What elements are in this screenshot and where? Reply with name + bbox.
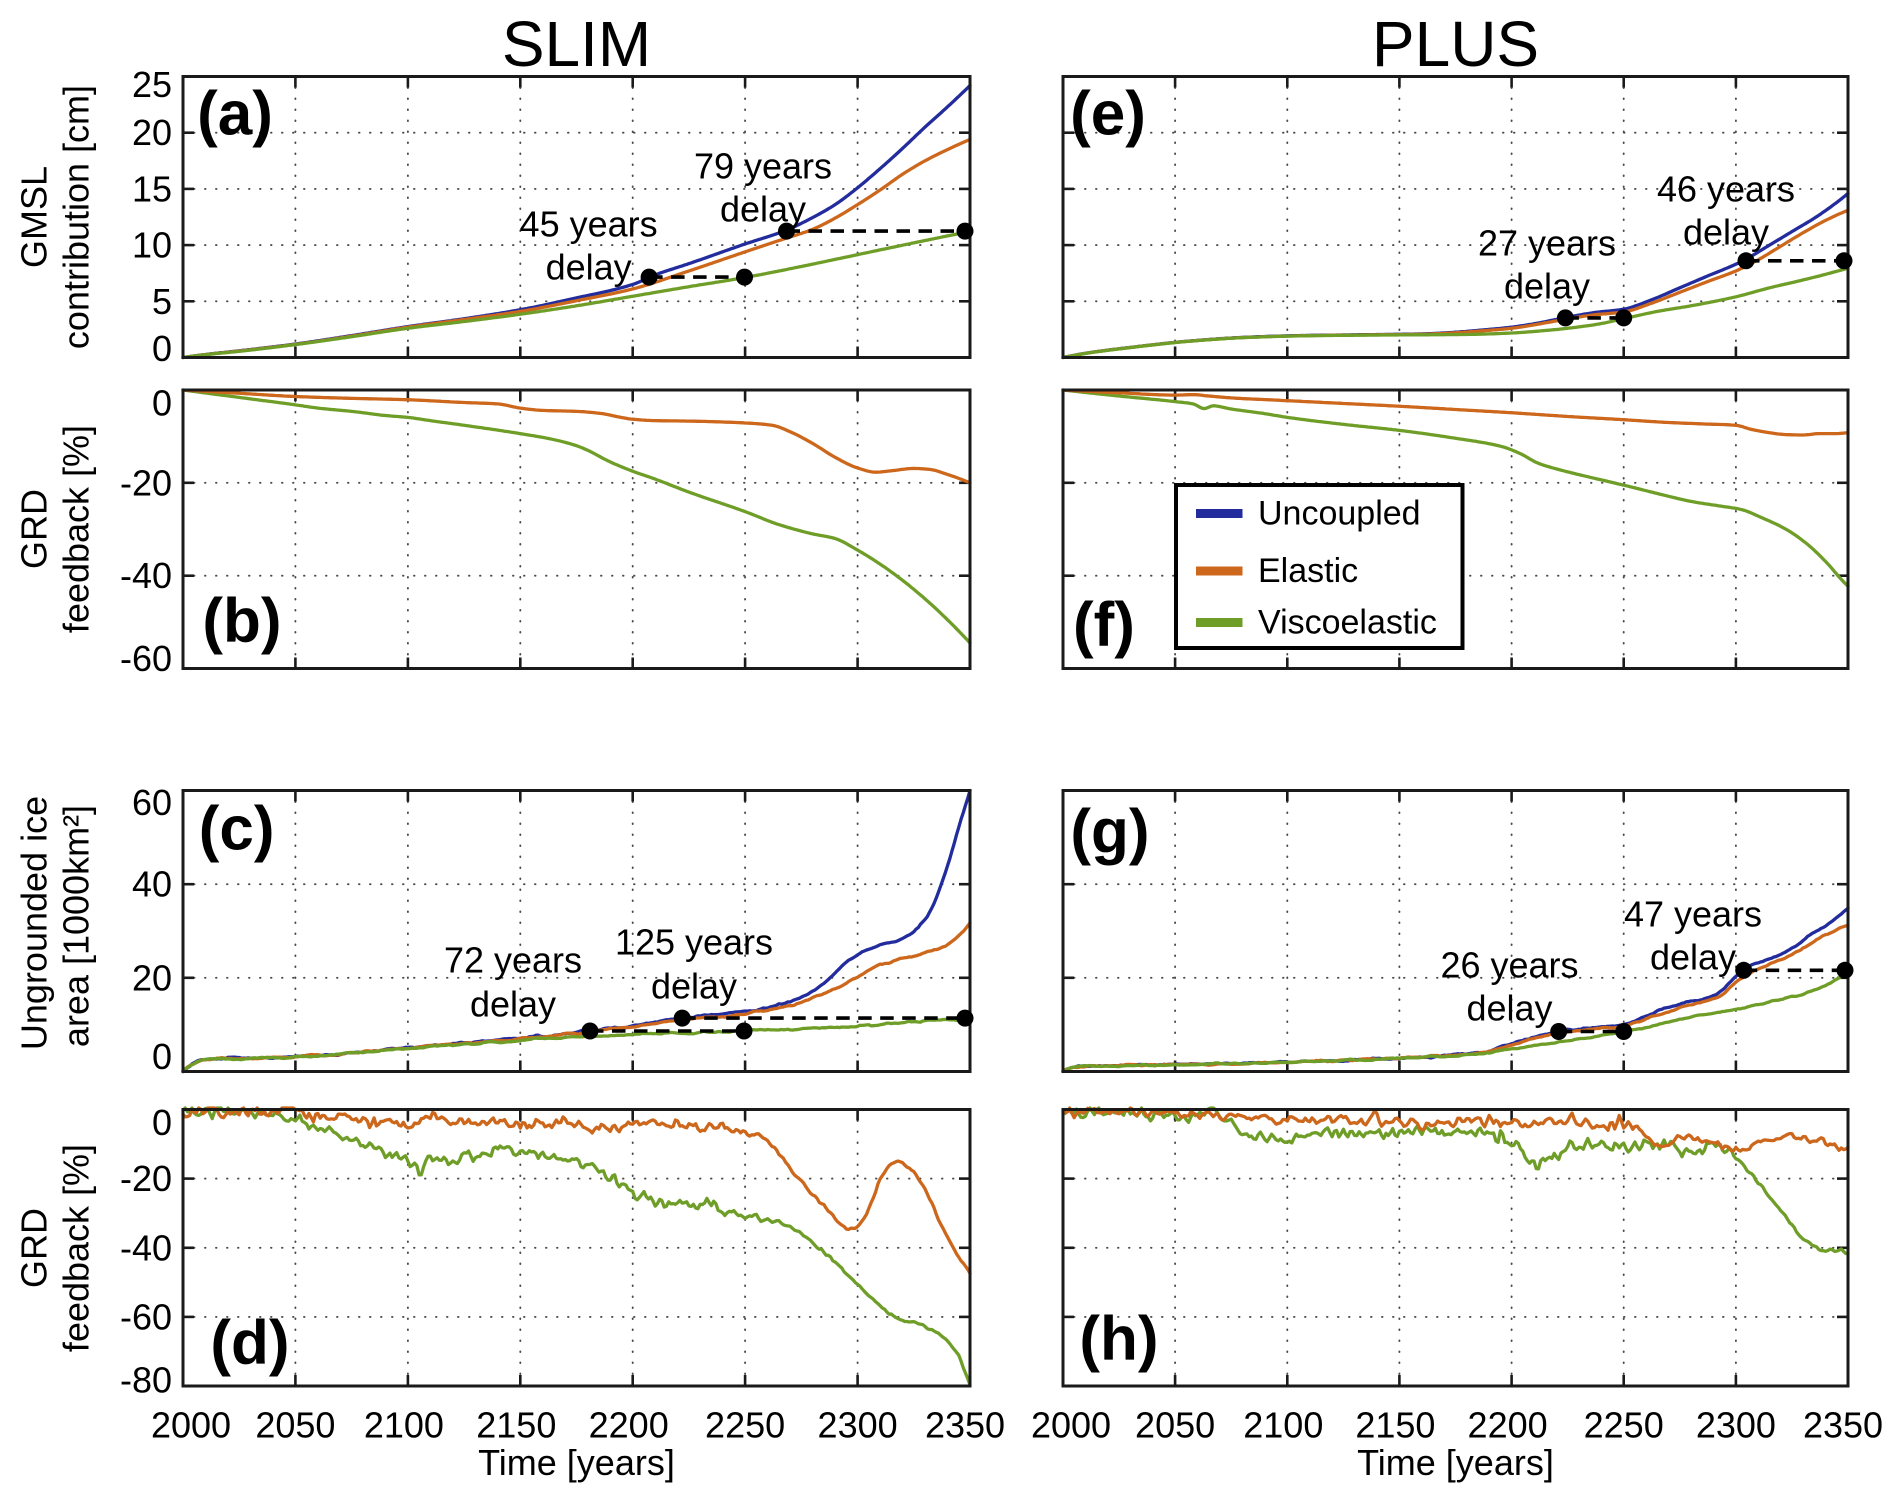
svg-text:-60: -60 <box>120 638 172 679</box>
svg-text:GRD: GRD <box>14 489 55 569</box>
svg-text:-60: -60 <box>120 1296 172 1337</box>
svg-text:-80: -80 <box>120 1360 172 1401</box>
svg-text:(b): (b) <box>202 587 281 656</box>
svg-text:(d): (d) <box>210 1309 289 1378</box>
svg-text:2300: 2300 <box>1696 1405 1776 1446</box>
svg-text:(h): (h) <box>1079 1305 1158 1374</box>
svg-text:2350: 2350 <box>925 1405 1005 1446</box>
svg-text:GRD: GRD <box>14 1208 55 1288</box>
svg-text:delay: delay <box>651 966 737 1007</box>
svg-text:2350: 2350 <box>1803 1405 1883 1446</box>
svg-text:46 years: 46 years <box>1657 169 1795 210</box>
svg-text:Elastic: Elastic <box>1258 552 1358 590</box>
svg-text:Time [years]: Time [years] <box>478 1442 675 1483</box>
svg-text:-20: -20 <box>120 1158 172 1199</box>
svg-text:Time [years]: Time [years] <box>1357 1442 1554 1483</box>
svg-text:45 years: 45 years <box>520 204 658 245</box>
svg-text:2000: 2000 <box>151 1405 231 1446</box>
svg-text:79 years: 79 years <box>694 146 832 187</box>
svg-text:SLIM: SLIM <box>502 8 651 80</box>
svg-text:20: 20 <box>132 112 172 153</box>
svg-text:delay: delay <box>720 189 806 230</box>
svg-text:2050: 2050 <box>255 1405 335 1446</box>
svg-text:10: 10 <box>132 225 172 266</box>
svg-text:0: 0 <box>152 1036 172 1077</box>
svg-text:47 years: 47 years <box>1624 894 1762 935</box>
svg-text:0: 0 <box>152 328 172 369</box>
svg-text:2050: 2050 <box>1135 1405 1215 1446</box>
svg-text:2100: 2100 <box>364 1405 444 1446</box>
svg-text:2250: 2250 <box>1584 1405 1664 1446</box>
svg-text:delay: delay <box>546 247 632 288</box>
svg-text:(c): (c) <box>199 795 275 864</box>
svg-text:25: 25 <box>132 64 172 105</box>
svg-text:20: 20 <box>132 957 172 998</box>
svg-text:40: 40 <box>132 864 172 905</box>
svg-text:delay: delay <box>1650 937 1736 978</box>
svg-text:delay: delay <box>470 984 556 1025</box>
svg-text:PLUS: PLUS <box>1372 8 1539 80</box>
svg-text:delay: delay <box>1504 266 1590 307</box>
svg-text:125 years: 125 years <box>615 922 773 963</box>
svg-text:2200: 2200 <box>589 1405 669 1446</box>
svg-text:60: 60 <box>132 782 172 823</box>
svg-text:Ungrounded ice: Ungrounded ice <box>14 796 55 1050</box>
svg-text:26 years: 26 years <box>1440 945 1578 986</box>
svg-text:-40: -40 <box>120 555 172 596</box>
svg-text:delay: delay <box>1466 988 1552 1029</box>
svg-text:Uncoupled: Uncoupled <box>1258 495 1421 533</box>
svg-text:2100: 2100 <box>1243 1405 1323 1446</box>
svg-text:(g): (g) <box>1070 798 1149 867</box>
svg-text:2200: 2200 <box>1468 1405 1548 1446</box>
svg-text:2000: 2000 <box>1031 1405 1111 1446</box>
svg-text:feedback [%]: feedback [%] <box>56 425 97 633</box>
svg-text:2250: 2250 <box>705 1405 785 1446</box>
svg-text:0: 0 <box>152 1102 172 1143</box>
svg-text:GMSL: GMSL <box>14 166 55 268</box>
svg-text:2150: 2150 <box>1355 1405 1435 1446</box>
svg-text:-40: -40 <box>120 1227 172 1268</box>
svg-text:(f): (f) <box>1073 591 1135 660</box>
svg-text:5: 5 <box>152 281 172 322</box>
svg-text:-20: -20 <box>120 462 172 503</box>
svg-text:0: 0 <box>152 383 172 424</box>
svg-text:(e): (e) <box>1070 80 1146 149</box>
svg-text:Viscoelastic: Viscoelastic <box>1258 604 1437 642</box>
svg-text:delay: delay <box>1683 212 1769 253</box>
svg-text:15: 15 <box>132 168 172 209</box>
svg-text:area [1000km²]: area [1000km²] <box>56 805 97 1047</box>
svg-text:72 years: 72 years <box>444 940 582 981</box>
svg-text:feedback [%]: feedback [%] <box>56 1144 97 1352</box>
svg-text:(a): (a) <box>197 80 273 149</box>
svg-text:2300: 2300 <box>818 1405 898 1446</box>
svg-text:2150: 2150 <box>476 1405 556 1446</box>
svg-text:27 years: 27 years <box>1478 223 1616 264</box>
svg-text:contribution [cm]: contribution [cm] <box>56 85 97 349</box>
